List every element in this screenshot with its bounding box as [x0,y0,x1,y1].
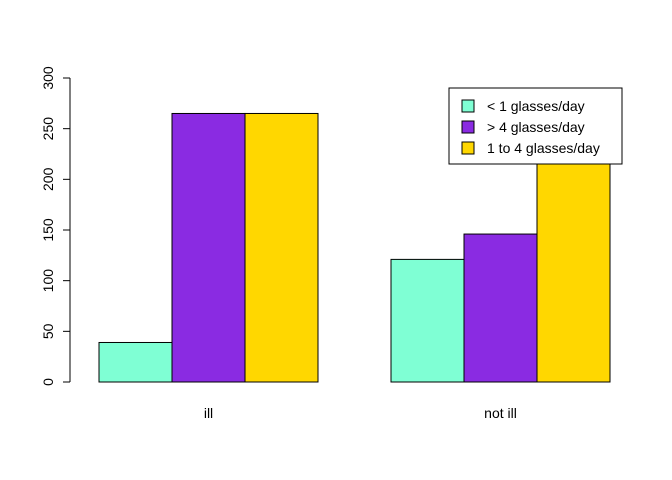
y-tick-label: 200 [40,167,56,191]
bar-ill-series-1 [171,112,246,383]
legend-entry-label: > 4 glasses/day [487,119,585,135]
bar-ill-series-2 [244,112,319,383]
legend-entry-label: 1 to 4 glasses/day [487,140,600,156]
y-tick-label: 250 [40,117,56,141]
y-tick-label: 300 [40,66,56,90]
y-tick-label: 0 [40,378,56,386]
y-axis: 0 50 100 150 200 250 300 [40,66,71,386]
category-label: not ill [484,405,517,421]
y-tick-label: 50 [40,323,56,339]
legend-swatch [461,141,475,155]
legend-swatch [461,120,475,134]
bar-not-ill-series-0 [390,258,465,383]
bar-not-ill-series-2 [536,158,611,383]
category-label: ill [204,405,213,421]
legend: < 1 glasses/day > 4 glasses/day 1 to 4 gla… [448,87,623,165]
legend-entry-label: < 1 glasses/day [487,98,585,114]
legend-swatch [461,99,475,113]
category-labels: ill not ill [204,405,517,421]
y-tick-label: 150 [40,218,56,242]
bars [98,112,611,383]
legend-box [448,87,623,165]
y-tick-label: 100 [40,269,56,293]
bar-ill-series-0 [98,341,173,383]
bar-not-ill-series-1 [463,233,538,383]
